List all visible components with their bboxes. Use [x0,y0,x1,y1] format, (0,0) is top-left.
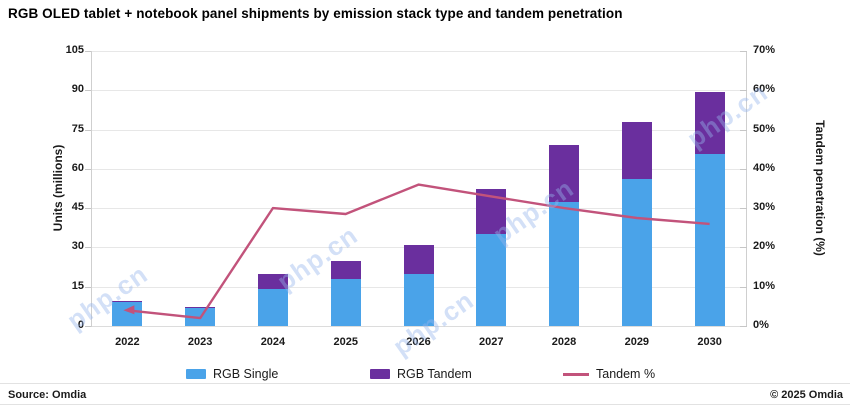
gridline [91,208,746,210]
tandem-line-start-arrow-icon [123,305,135,315]
bar-rgb-tandem-2024 [257,273,288,290]
tandem-line-layer [123,183,710,320]
left-axis-tick [85,208,91,210]
bar-rgb-single-2029 [621,179,652,326]
bar-rgb-tandem-2022 [112,301,143,303]
right-axis-tick [740,326,747,327]
legend-item-rgb-single: RGB Single [186,365,278,383]
right-axis-tick [740,208,747,210]
y-axis-right-tick-label: 70% [753,44,776,56]
copyright-note: © 2025 Omdia [770,389,843,401]
y-axis-right-title: Tandem penetration (%) [813,120,827,256]
legend-line-swatch-icon [563,372,589,376]
y-axis-left-tick-label: 60 [71,161,84,174]
footer-divider-bottom [0,404,850,405]
legend-item-tandem-: Tandem % [563,365,655,383]
bar-rgb-single-2030 [694,154,725,326]
x-axis-label-2023: 2023 [187,336,213,348]
legend-rect-swatch-icon [370,369,390,379]
y-axis-right-tick-label: 20% [753,240,776,253]
y-axis-left-tick-label: 0 [77,319,84,331]
left-axis-tick [85,247,91,249]
y-axis-left-title: Units (millions) [51,144,65,232]
y-axis-right-tick-label: 30% [753,201,776,214]
y-axis-left-tick-label: 90 [71,83,84,96]
gridline [91,51,746,52]
left-axis-tick [85,286,91,288]
bar-rgb-tandem-2030 [694,91,725,155]
gridline [91,326,746,327]
gridline [91,168,746,170]
legend-label: Tandem % [596,367,656,381]
y-axis-right-tick-label: 0% [753,319,769,331]
bar-rgb-single-2024 [257,289,288,326]
bar-rgb-tandem-2026 [403,244,434,274]
right-axis-tick [740,286,747,288]
bar-rgb-single-2027 [476,234,507,326]
legend-item-rgb-tandem: RGB Tandem [370,365,472,383]
legend-rect-swatch-icon [186,369,206,379]
right-axis-tick [740,51,747,52]
left-axis-tick [85,90,91,92]
y-axis-left-tick-label: 30 [71,240,84,253]
x-axis-label-2028: 2028 [551,336,577,348]
right-axis-tick [740,247,747,249]
left-axis-line [91,51,92,327]
legend-label: RGB Tandem [397,367,472,381]
bar-rgb-tandem-2023 [185,307,216,308]
x-axis-label-2030: 2030 [697,336,722,348]
x-axis-label-2026: 2026 [406,336,431,348]
y-axis-right-tick-label: 60% [753,83,776,96]
bar-rgb-single-2025 [330,278,361,326]
x-axis-label-2027: 2027 [479,336,504,348]
bar-rgb-tandem-2028 [549,145,580,202]
legend-label: RGB Single [213,367,279,381]
left-axis-tick [85,51,91,52]
left-axis-tick [85,168,91,170]
right-axis-tick [740,129,747,131]
y-axis-right-tick-label: 10% [753,279,776,292]
bar-rgb-tandem-2025 [330,260,361,279]
bar-rgb-tandem-2029 [621,121,652,180]
x-axis-label-2024: 2024 [260,336,286,348]
right-axis-tick [740,168,747,170]
chart-title: RGB OLED tablet + notebook panel shipmen… [8,6,623,21]
tandem-line [127,183,710,320]
left-axis-tick [85,129,91,131]
bar-rgb-single-2028 [549,201,580,326]
right-axis-tick [740,90,747,92]
legend: RGB Single RGB Tandem Tandem % [0,365,850,383]
x-axis-label-2022: 2022 [115,336,140,348]
footer-divider-top [0,383,850,384]
y-axis-right-tick-label: 50% [753,122,776,135]
bar-rgb-single-2022 [112,302,143,326]
x-axis-label-2029: 2029 [624,336,650,348]
bar-rgb-single-2026 [403,273,434,326]
source-note: Source: Omdia [8,389,87,401]
right-axis-line [746,51,747,327]
y-axis-left-tick-label: 45 [71,201,84,214]
x-axis-label-2025: 2025 [333,336,358,348]
y-axis-left-tick-label: 15 [71,279,84,292]
y-axis-left-tick-label: 75 [71,122,84,135]
y-axis-left-tick-label: 105 [65,44,84,56]
gridline [91,90,746,92]
gridline [91,129,746,131]
y-axis-right-tick-label: 40% [753,161,776,174]
left-axis-tick [85,326,91,327]
